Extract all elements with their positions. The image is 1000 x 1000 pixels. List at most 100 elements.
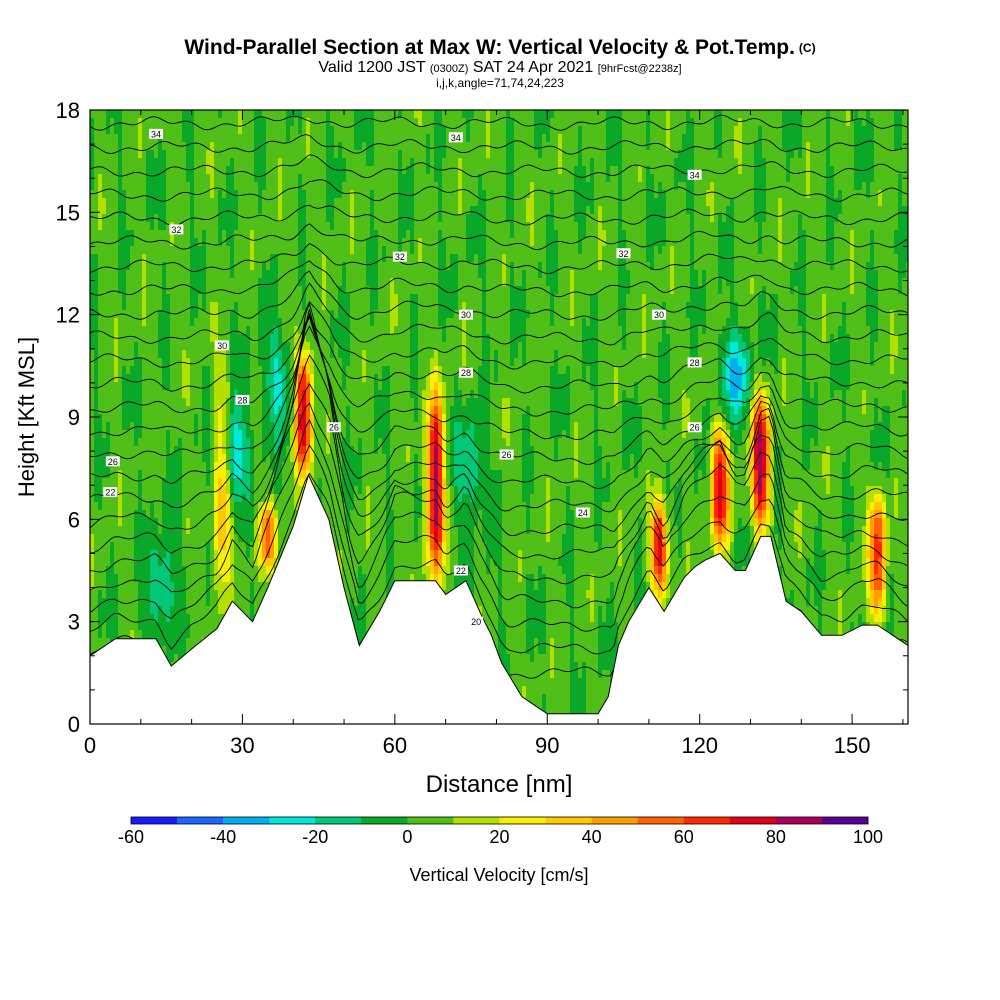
velocity-cell	[218, 606, 223, 615]
velocity-cell	[102, 134, 107, 143]
velocity-cell	[202, 534, 207, 543]
velocity-cell	[202, 622, 207, 631]
velocity-cell	[318, 254, 323, 263]
velocity-cell	[98, 590, 103, 599]
velocity-cell	[162, 566, 167, 575]
velocity-cell	[210, 198, 215, 207]
velocity-cell	[146, 126, 151, 135]
velocity-cell	[202, 350, 207, 359]
velocity-cell	[274, 534, 279, 543]
velocity-cell	[206, 390, 211, 399]
velocity-cell	[210, 302, 215, 311]
velocity-cell	[342, 398, 347, 407]
velocity-cell	[342, 406, 347, 415]
velocity-cell	[90, 334, 95, 343]
velocity-cell	[310, 270, 315, 279]
velocity-cell	[138, 214, 143, 223]
velocity-cell	[110, 246, 115, 255]
velocity-cell	[230, 566, 235, 575]
velocity-cell	[170, 270, 175, 279]
velocity-cell	[242, 278, 247, 287]
velocity-cell	[114, 478, 119, 487]
velocity-cell	[222, 582, 227, 591]
velocity-cell	[206, 310, 211, 319]
velocity-cell	[214, 246, 219, 255]
velocity-cell	[146, 326, 151, 335]
velocity-cell	[254, 454, 259, 463]
velocity-cell	[290, 470, 295, 479]
velocity-cell	[214, 382, 219, 391]
velocity-cell	[298, 134, 303, 143]
velocity-cell	[142, 534, 147, 543]
velocity-cell	[138, 334, 143, 343]
velocity-cell	[150, 326, 155, 335]
velocity-cell	[182, 214, 187, 223]
velocity-cell	[198, 182, 203, 191]
velocity-cell	[262, 118, 267, 127]
velocity-cell	[130, 630, 135, 639]
velocity-cell	[238, 318, 243, 327]
velocity-cell	[338, 534, 343, 543]
velocity-cell	[330, 310, 335, 319]
velocity-cell	[214, 542, 219, 551]
velocity-cell	[186, 142, 191, 151]
velocity-cell	[134, 614, 139, 623]
velocity-cell	[98, 358, 103, 367]
velocity-cell	[98, 422, 103, 431]
velocity-cell	[138, 430, 143, 439]
velocity-cell	[282, 262, 287, 271]
velocity-cell	[102, 502, 107, 511]
velocity-cell	[218, 174, 223, 183]
velocity-cell	[90, 270, 95, 279]
velocity-cell	[190, 166, 195, 175]
velocity-cell	[126, 214, 131, 223]
velocity-cell	[94, 230, 99, 239]
velocity-cell	[262, 438, 267, 447]
velocity-cell	[158, 526, 163, 535]
velocity-cell	[250, 134, 255, 143]
velocity-cell	[146, 222, 151, 231]
velocity-cell	[214, 334, 219, 343]
velocity-cell	[290, 486, 295, 495]
velocity-cell	[290, 398, 295, 407]
velocity-cell	[198, 174, 203, 183]
velocity-cell	[194, 590, 199, 599]
velocity-cell	[250, 446, 255, 455]
velocity-cell	[310, 230, 315, 239]
velocity-cell	[162, 518, 167, 527]
grid-indices: i,j,k,angle=71,74,24,223	[436, 76, 564, 90]
velocity-cell	[214, 422, 219, 431]
velocity-cell	[166, 158, 171, 167]
velocity-cell	[166, 534, 171, 543]
velocity-cell	[146, 198, 151, 207]
velocity-cell	[286, 462, 291, 471]
velocity-cell	[298, 126, 303, 135]
velocity-cell	[278, 214, 283, 223]
velocity-cell	[162, 294, 167, 303]
velocity-cell	[150, 534, 155, 543]
velocity-cell	[134, 622, 139, 631]
velocity-cell	[126, 174, 131, 183]
velocity-cell	[190, 630, 195, 639]
velocity-cell	[198, 110, 203, 119]
velocity-cell	[234, 486, 239, 495]
velocity-cell	[210, 382, 215, 391]
velocity-cell	[234, 542, 239, 551]
velocity-cell	[134, 278, 139, 287]
velocity-cell	[262, 526, 267, 535]
velocity-cell	[206, 622, 211, 631]
velocity-cell	[190, 262, 195, 271]
velocity-cell	[94, 374, 99, 383]
velocity-cell	[182, 598, 187, 607]
velocity-cell	[98, 150, 103, 159]
velocity-cell	[330, 462, 335, 471]
velocity-cell	[174, 126, 179, 135]
velocity-cell	[194, 350, 199, 359]
velocity-cell	[246, 526, 251, 535]
velocity-cell	[242, 238, 247, 247]
velocity-cell	[318, 174, 323, 183]
velocity-cell	[242, 478, 247, 487]
velocity-cell	[142, 614, 147, 623]
velocity-cell	[290, 350, 295, 359]
velocity-cell	[142, 422, 147, 431]
